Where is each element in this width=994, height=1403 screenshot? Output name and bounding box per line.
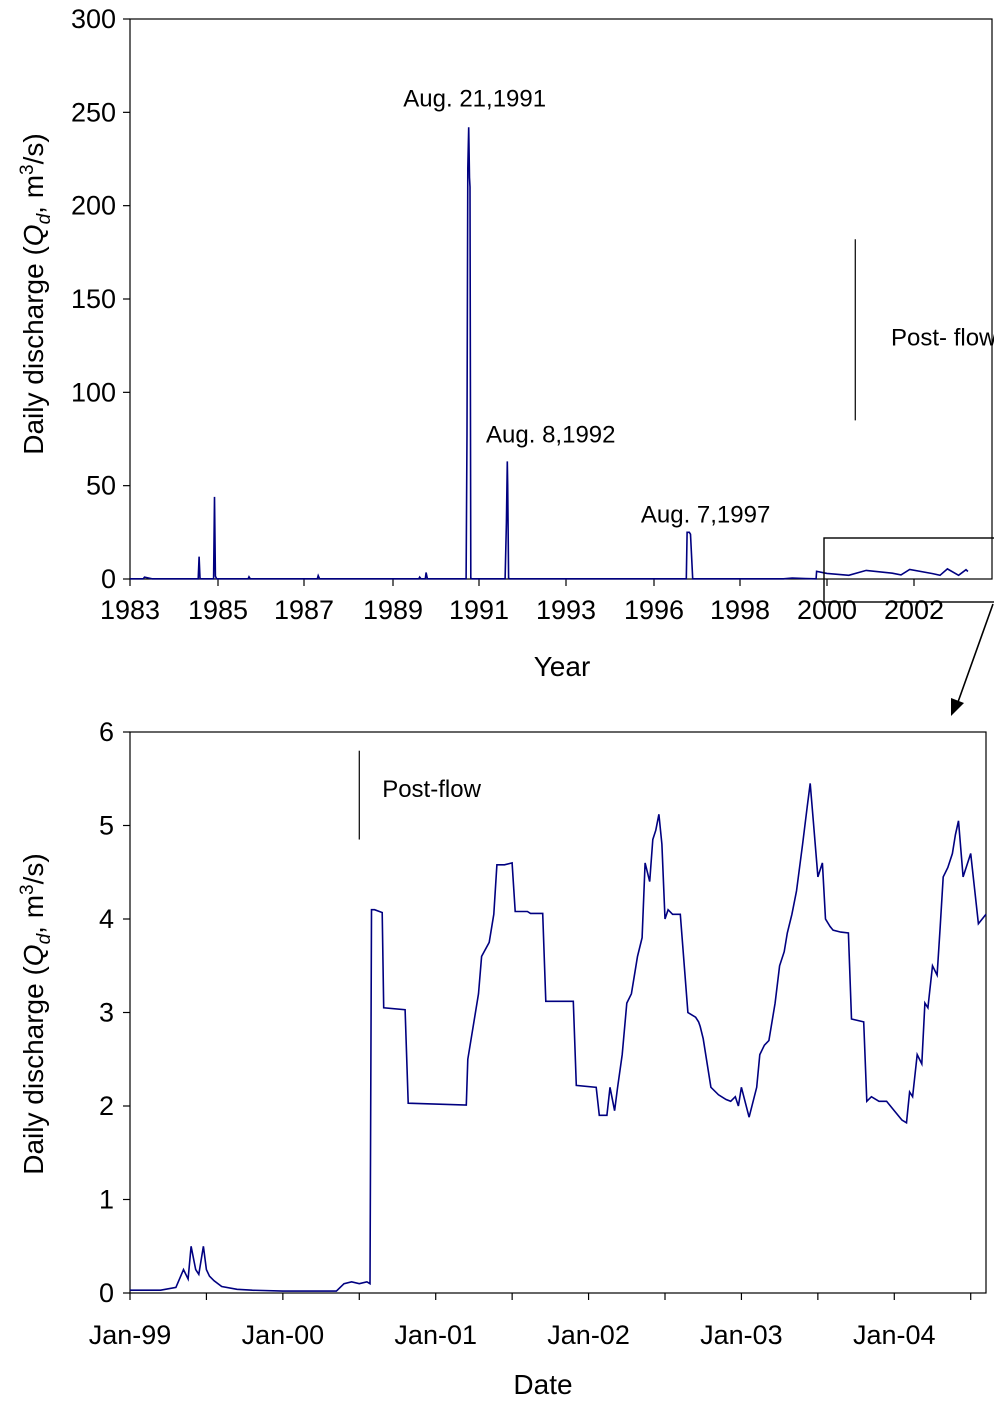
y-label-superscript: 3: [17, 884, 38, 895]
series-line: [130, 783, 987, 1292]
y-tick-label: 5: [99, 811, 114, 841]
y-tick-label: 4: [99, 904, 114, 934]
x-tick-label: Jan-01: [394, 1320, 477, 1350]
x-axis-ticks: Jan-99 Jan-00 Jan-01 Jan-02 Jan-03 Jan-04: [89, 1293, 972, 1350]
x-tick-label: 2002: [884, 595, 944, 625]
zoom-box: [823, 537, 994, 603]
y-tick-label: 1: [99, 1185, 114, 1215]
x-tick-label: Jan-03: [700, 1320, 783, 1350]
y-label-part: , m: [18, 175, 49, 214]
annotation-label: Post- flow: [891, 324, 994, 351]
annotations: Aug. 21,1991 Aug. 8,1992 Aug. 7,1997 Post- …: [403, 85, 994, 528]
x-axis-label: Year: [534, 651, 591, 682]
y-tick-label: 6: [99, 717, 114, 747]
x-axis-ticks: 1983 1985 1987 1989 1991 1993 1996 1998 2000 2002: [100, 579, 944, 625]
annotation-label: Aug. 8,1992: [486, 421, 615, 448]
y-label-part: /s): [18, 133, 49, 164]
y-tick-label: 100: [71, 377, 116, 407]
plot-frame: [129, 18, 993, 580]
annotation-label: Post-flow: [382, 776, 481, 803]
y-axis-ticks: 0 50 100 150 200 250 300: [71, 4, 130, 594]
y-tick-label: 250: [71, 97, 116, 127]
zoom-arrow-line: [957, 603, 994, 703]
zoom-arrow-head: [951, 698, 964, 716]
y-tick-label: 3: [99, 998, 114, 1028]
x-tick-label: 2000: [797, 595, 857, 625]
x-tick-label: 1983: [100, 595, 160, 625]
y-label-subscript: d: [34, 932, 55, 944]
x-tick-label: 1985: [188, 595, 248, 625]
x-tick-label: Jan-00: [242, 1320, 325, 1350]
y-tick-label: 0: [99, 1278, 114, 1308]
x-tick-label: Jan-02: [547, 1320, 630, 1350]
y-label-subscript: d: [34, 212, 55, 224]
annotations: Post-flow: [382, 776, 481, 803]
y-tick-label: 200: [71, 191, 116, 221]
y-axis-label: Daily discharge (Qd, m3/s): [17, 853, 55, 1174]
x-tick-label: 1991: [449, 595, 509, 625]
y-tick-label: 300: [71, 4, 116, 34]
y-label-symbol: Q: [18, 944, 49, 966]
plot-frame: [129, 731, 987, 1294]
annotation-label: Aug. 7,1997: [641, 502, 770, 529]
zoom-arrow: [951, 603, 994, 716]
x-tick-label: Jan-04: [853, 1320, 936, 1350]
y-label-part: Daily discharge (: [18, 246, 49, 455]
y-label-part: /s): [18, 853, 49, 884]
y-label-part: Daily discharge (: [18, 966, 49, 1175]
x-tick-label: Jan-99: [89, 1320, 172, 1350]
x-tick-label: 1989: [363, 595, 423, 625]
x-tick-label: 1998: [710, 595, 770, 625]
y-tick-label: 2: [99, 1091, 114, 1121]
x-tick-label: 1996: [624, 595, 684, 625]
annotation-label: Aug. 21,1991: [403, 85, 546, 112]
y-axis-ticks: 0 1 2 3 4 5 6: [99, 717, 130, 1308]
x-axis-label: Date: [513, 1369, 572, 1400]
y-label-part: , m: [18, 895, 49, 934]
y-tick-label: 0: [101, 564, 116, 594]
x-tick-label: 1993: [536, 595, 596, 625]
y-axis-label: Daily discharge (Qd, m3/s): [17, 133, 55, 454]
series-line: [130, 127, 969, 580]
y-tick-label: 150: [71, 284, 116, 314]
y-tick-label: 50: [86, 471, 116, 501]
y-label-superscript: 3: [17, 164, 38, 175]
x-tick-label: 1987: [274, 595, 334, 625]
y-label-symbol: Q: [18, 224, 49, 246]
